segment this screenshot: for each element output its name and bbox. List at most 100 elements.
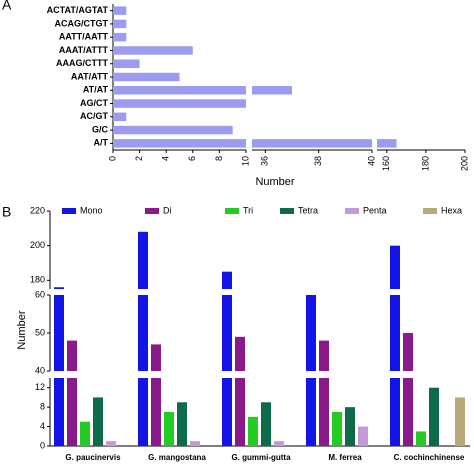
legend-label: Penta: [363, 205, 387, 215]
x-tick-label: 8: [214, 156, 224, 161]
bar: [113, 125, 233, 135]
bar: [403, 333, 413, 371]
bar: [113, 6, 127, 15]
category-label: AATT/AATT: [59, 32, 109, 42]
category-label: A/T: [94, 138, 109, 148]
bar: [113, 46, 193, 55]
y-tick-label: 200: [30, 240, 45, 250]
bar: [93, 397, 103, 446]
category-label: ACAG/CTGT: [55, 18, 109, 28]
legend-swatch: [145, 208, 159, 214]
x-tick-label: 36: [260, 156, 270, 166]
bar: [416, 431, 426, 446]
x-tick-label: 6: [187, 156, 197, 161]
x-tick-label: 180: [420, 156, 430, 171]
category-label: G/C: [92, 124, 109, 134]
legend-label: Tri: [243, 205, 253, 215]
bar: [222, 271, 232, 289]
category-label: AC/GT: [80, 111, 109, 121]
y-tick-label: 8: [40, 402, 45, 412]
bar: [138, 378, 148, 446]
bar: [151, 378, 161, 446]
bar: [455, 397, 465, 446]
legend-swatch: [280, 208, 294, 214]
x-axis-label: Number: [255, 176, 294, 188]
bar: [138, 295, 148, 371]
bar: [190, 441, 200, 446]
bar: [252, 139, 372, 148]
panel-label: B: [2, 204, 11, 220]
bar: [332, 412, 342, 446]
y-tick-label: 12: [35, 382, 45, 392]
category-label: M. ferrea: [328, 453, 362, 462]
bar: [222, 295, 232, 371]
x-tick-label: 4: [161, 156, 171, 161]
legend-label: Tetra: [298, 205, 318, 215]
category-label: C. cochinchinense: [394, 453, 465, 462]
y-tick-label: 4: [40, 421, 45, 431]
bar: [113, 72, 180, 82]
legend-label: Mono: [80, 205, 103, 215]
y-tick-label: 50: [35, 327, 45, 337]
bar: [319, 340, 329, 371]
bar: [358, 426, 368, 446]
bar: [106, 441, 116, 446]
x-tick-label: 200: [459, 156, 469, 171]
category-label: ACTAT/AGTAT: [47, 5, 109, 15]
category-label: G. gummi-gutta: [231, 453, 291, 462]
bar: [80, 421, 90, 446]
bar: [113, 112, 127, 122]
bar: [248, 416, 258, 446]
category-label: G. mangostana: [148, 453, 206, 462]
y-tick-label: 40: [35, 365, 45, 375]
bar: [377, 139, 397, 148]
legend-swatch: [62, 208, 76, 214]
bar: [67, 378, 77, 446]
bar: [54, 378, 64, 446]
bar: [252, 86, 292, 95]
bar: [113, 86, 246, 95]
bar: [319, 378, 329, 446]
category-label: G. paucinervis: [65, 453, 121, 462]
bar: [274, 441, 284, 446]
legend-swatch: [345, 208, 359, 214]
panel-label: A: [2, 0, 12, 13]
category-label: AAT/ATT: [71, 71, 109, 81]
bar: [54, 287, 64, 289]
y-tick-label: 180: [30, 275, 45, 285]
bar: [306, 295, 316, 371]
bar: [390, 378, 400, 446]
x-tick-label: 10: [240, 156, 250, 166]
bar: [235, 378, 245, 446]
bar: [235, 336, 245, 371]
legend-swatch: [423, 208, 437, 214]
x-tick-label: 38: [313, 156, 323, 166]
x-tick-label: 0: [107, 156, 117, 161]
bar: [429, 387, 439, 446]
bar: [113, 99, 246, 108]
bar: [261, 402, 271, 446]
legend-swatch: [225, 208, 239, 214]
legend-label: Di: [163, 205, 172, 215]
bar: [151, 344, 161, 371]
x-tick-label: 160: [381, 156, 391, 171]
bar: [390, 295, 400, 371]
y-tick-label: 60: [35, 289, 45, 299]
bar: [164, 412, 174, 446]
bar: [113, 139, 246, 148]
bar: [113, 19, 127, 29]
bar: [54, 295, 64, 371]
bar: [138, 231, 148, 289]
y-tick-label: 220: [30, 205, 45, 215]
y-tick-label: 0: [40, 440, 45, 450]
bar: [403, 378, 413, 446]
bar: [177, 402, 187, 446]
bar: [306, 378, 316, 446]
bar: [113, 32, 127, 42]
bar: [113, 59, 140, 68]
bar: [222, 378, 232, 446]
category-label: AG/CT: [80, 98, 109, 108]
legend-label: Hexa: [441, 205, 462, 215]
bar: [390, 245, 400, 289]
category-label: AAAG/CTTT: [56, 58, 108, 68]
